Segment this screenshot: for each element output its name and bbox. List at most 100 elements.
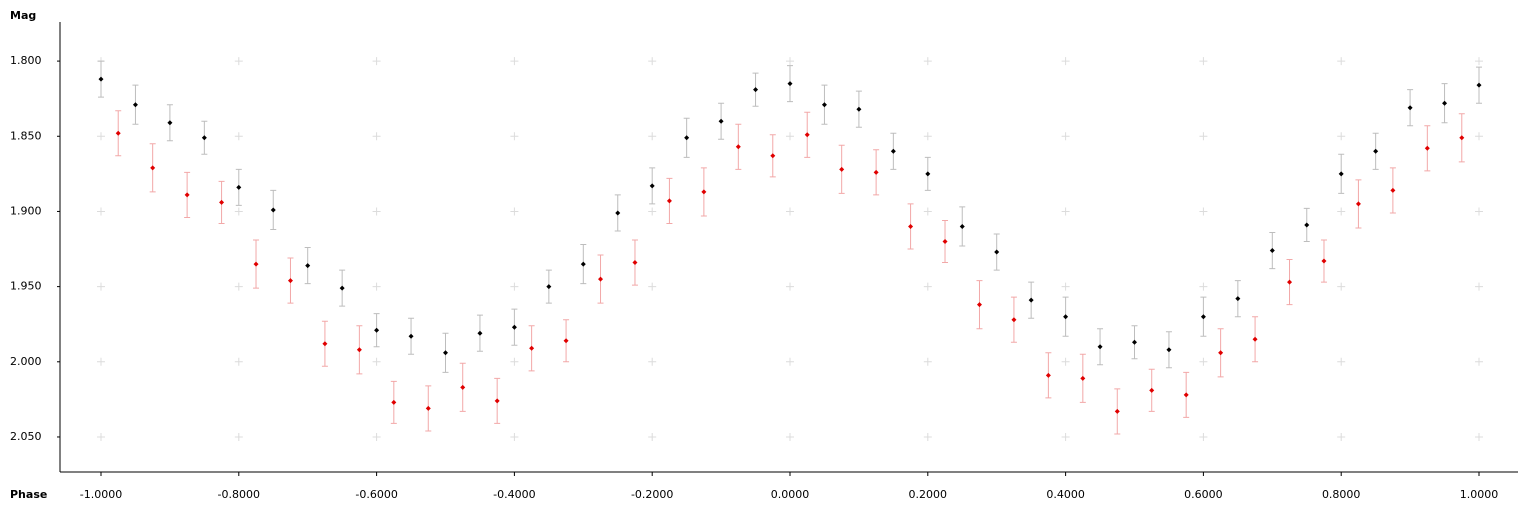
data-point: [666, 198, 672, 204]
data-point: [425, 405, 431, 411]
grid-cross: [648, 282, 657, 291]
grid-cross: [1475, 432, 1483, 441]
data-point: [408, 333, 414, 339]
grid-cross: [1061, 282, 1070, 291]
grid-cross: [96, 207, 105, 216]
data-point: [1149, 387, 1155, 393]
grid-cross: [923, 282, 932, 291]
data-point: [1269, 248, 1275, 254]
data-point: [1132, 339, 1138, 345]
data-point: [477, 330, 483, 336]
grid-cross: [234, 207, 243, 216]
data-point: [287, 278, 293, 284]
x-tick-label: 0.6000: [1184, 488, 1223, 501]
data-point: [873, 169, 879, 175]
data-point: [1355, 201, 1361, 207]
grid-cross: [510, 132, 519, 141]
data-point: [1304, 222, 1310, 228]
grid-cross: [1199, 57, 1208, 66]
x-tick-label: 0.8000: [1322, 488, 1361, 501]
data-point: [391, 399, 397, 405]
grid-cross: [1337, 282, 1346, 291]
grid-cross: [96, 432, 105, 441]
grid-cross: [1199, 432, 1208, 441]
grid-cross: [648, 132, 657, 141]
y-tick-label: 1.850: [10, 129, 42, 142]
grid-cross: [372, 432, 381, 441]
data-point: [253, 261, 259, 267]
grid-cross: [1061, 57, 1070, 66]
grid-cross: [1061, 207, 1070, 216]
grid-cross: [372, 357, 381, 366]
grid-cross: [510, 57, 519, 66]
data-point: [908, 223, 914, 229]
grid-cross: [785, 207, 794, 216]
data-point: [1218, 350, 1224, 356]
grid-cross: [372, 132, 381, 141]
data-point: [770, 153, 776, 159]
data-point: [804, 132, 810, 138]
data-point: [1166, 347, 1172, 353]
data-point: [132, 102, 138, 108]
data-point: [1028, 297, 1034, 303]
data-point: [890, 148, 896, 154]
data-point: [580, 261, 586, 267]
data-point: [684, 135, 690, 141]
data-point: [1407, 105, 1413, 111]
data-point: [1080, 375, 1086, 381]
data-point: [1476, 82, 1482, 88]
grid-cross: [785, 432, 794, 441]
grid-cross: [1475, 282, 1483, 291]
grid-cross: [1337, 357, 1346, 366]
data-point: [1235, 296, 1241, 302]
data-point: [563, 338, 569, 344]
data-point: [787, 81, 793, 87]
grid-cross: [1337, 207, 1346, 216]
data-point: [150, 165, 156, 171]
grid-cross: [96, 357, 105, 366]
data-point: [115, 130, 121, 136]
data-point: [305, 263, 311, 269]
data-point: [976, 302, 982, 308]
data-point: [856, 106, 862, 112]
grid-cross: [1199, 282, 1208, 291]
data-point: [1424, 145, 1430, 151]
grid-cross: [1337, 57, 1346, 66]
x-tick-label: 0.2000: [909, 488, 948, 501]
data-point: [494, 398, 500, 404]
data-point: [839, 166, 845, 172]
grid-cross: [96, 132, 105, 141]
data-point: [219, 199, 225, 205]
grid-cross: [1475, 132, 1483, 141]
grid-cross: [1199, 207, 1208, 216]
grid-cross: [785, 132, 794, 141]
grid-cross: [785, 282, 794, 291]
grid-cross: [234, 57, 243, 66]
x-axis-label: Phase: [10, 488, 47, 501]
data-point: [753, 87, 759, 93]
grid-cross: [1475, 57, 1483, 66]
x-tick-label: 1.0000: [1460, 488, 1499, 501]
x-tick-label: 0.0000: [771, 488, 810, 501]
grid-cross: [510, 432, 519, 441]
y-tick-label: 2.000: [10, 355, 42, 368]
data-point: [356, 347, 362, 353]
data-point: [1459, 135, 1465, 141]
grid-cross: [234, 282, 243, 291]
grid-cross: [923, 132, 932, 141]
grid-cross: [96, 282, 105, 291]
data-point: [1373, 148, 1379, 154]
grid-cross: [372, 282, 381, 291]
data-point: [598, 276, 604, 282]
data-point: [718, 118, 724, 124]
x-tick-label: -1.0000: [80, 488, 122, 501]
data-point: [701, 189, 707, 195]
data-point: [1200, 314, 1206, 320]
x-tick-label: -0.6000: [355, 488, 397, 501]
data-point: [236, 184, 242, 190]
grid-cross: [1337, 132, 1346, 141]
data-point: [167, 120, 173, 126]
data-point: [925, 171, 931, 177]
data-point: [546, 284, 552, 290]
grid-cross: [372, 207, 381, 216]
